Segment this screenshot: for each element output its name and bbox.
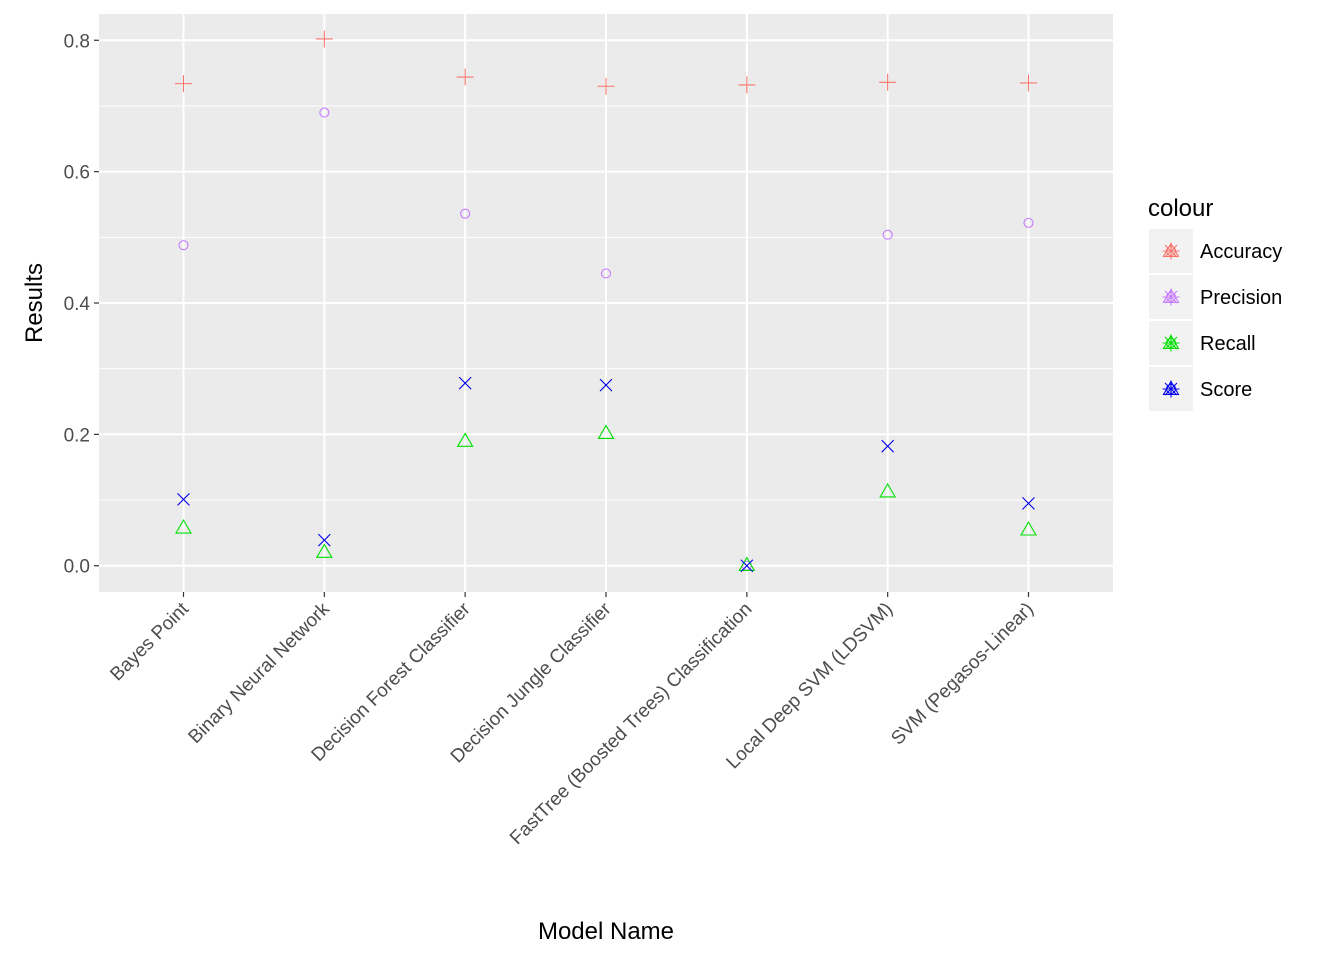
y-axis: 0.0 0.2 0.4 0.6 0.8 bbox=[64, 31, 99, 578]
legend-item-score: Score bbox=[1149, 367, 1252, 411]
x-tick-label: Bayes Point bbox=[106, 598, 193, 685]
legend-plus-marker bbox=[1162, 380, 1180, 398]
precision-point bbox=[600, 268, 612, 279]
legend-key-glyph bbox=[1162, 334, 1180, 352]
x-tick-label: Decision Forest Classifier bbox=[308, 598, 476, 766]
legend-plus-marker bbox=[1162, 288, 1180, 306]
accuracy-point bbox=[175, 75, 192, 93]
score-point bbox=[740, 559, 754, 573]
x-tick-label: Decision Jungle Classifier bbox=[447, 598, 616, 767]
legend-title: colour bbox=[1148, 195, 1213, 222]
y-tick-label: 0.2 bbox=[64, 425, 90, 446]
precision-point bbox=[1023, 217, 1034, 228]
legend-label: Accuracy bbox=[1200, 241, 1282, 263]
x-axis-title: Model Name bbox=[538, 918, 674, 945]
legend-label: Precision bbox=[1200, 287, 1282, 309]
legend-item-recall: Recall bbox=[1149, 321, 1256, 365]
recall-point bbox=[1020, 521, 1037, 536]
precision-point bbox=[460, 208, 471, 219]
recall-point bbox=[879, 482, 897, 498]
y-tick-label: 0.6 bbox=[64, 163, 90, 184]
legend-item-precision: Precision bbox=[1149, 275, 1282, 319]
data-points bbox=[175, 30, 1037, 573]
precision-point bbox=[882, 229, 893, 240]
x-tick-label: Binary Neural Network bbox=[185, 598, 335, 748]
legend-label: Recall bbox=[1200, 333, 1256, 355]
y-tick-label: 0.8 bbox=[64, 31, 90, 52]
recall-point bbox=[175, 519, 192, 534]
legend-key-glyph bbox=[1162, 242, 1180, 260]
y-tick-label: 0.4 bbox=[64, 294, 91, 315]
y-axis-title: Results bbox=[21, 263, 48, 343]
recall-point bbox=[456, 432, 474, 447]
legend: colour Accuracy Precision Recall Score bbox=[1148, 195, 1282, 411]
score-point bbox=[458, 376, 472, 390]
accuracy-point bbox=[738, 76, 756, 94]
major-gridlines bbox=[99, 14, 1113, 592]
score-point bbox=[1022, 496, 1035, 510]
x-tick-label: FastTree (Boosted Trees) Classification bbox=[506, 599, 756, 849]
accuracy-point bbox=[879, 73, 897, 91]
legend-plus-marker bbox=[1162, 334, 1180, 352]
legend-item-accuracy: Accuracy bbox=[1149, 229, 1282, 273]
accuracy-point bbox=[597, 77, 615, 95]
y-tick-label: 0.0 bbox=[64, 557, 90, 578]
legend-plus-marker bbox=[1162, 242, 1180, 260]
accuracy-point bbox=[315, 30, 333, 48]
accuracy-point bbox=[1020, 74, 1037, 92]
score-point bbox=[317, 533, 331, 547]
precision-point bbox=[178, 240, 189, 251]
recall-point bbox=[738, 556, 756, 572]
legend-key-glyph bbox=[1162, 380, 1180, 398]
recall-point bbox=[597, 424, 615, 439]
x-tick-label: Local Deep SVM (LDSVM) bbox=[723, 599, 898, 774]
score-point bbox=[177, 493, 190, 506]
precision-point bbox=[319, 107, 330, 118]
score-point bbox=[881, 439, 895, 453]
legend-label: Score bbox=[1200, 379, 1252, 401]
legend-key-glyph bbox=[1162, 288, 1180, 306]
x-tick-label: SVM (Pegasos-Linear) bbox=[887, 599, 1038, 750]
accuracy-point bbox=[456, 68, 474, 86]
score-point bbox=[599, 378, 613, 392]
recall-point bbox=[315, 543, 333, 558]
